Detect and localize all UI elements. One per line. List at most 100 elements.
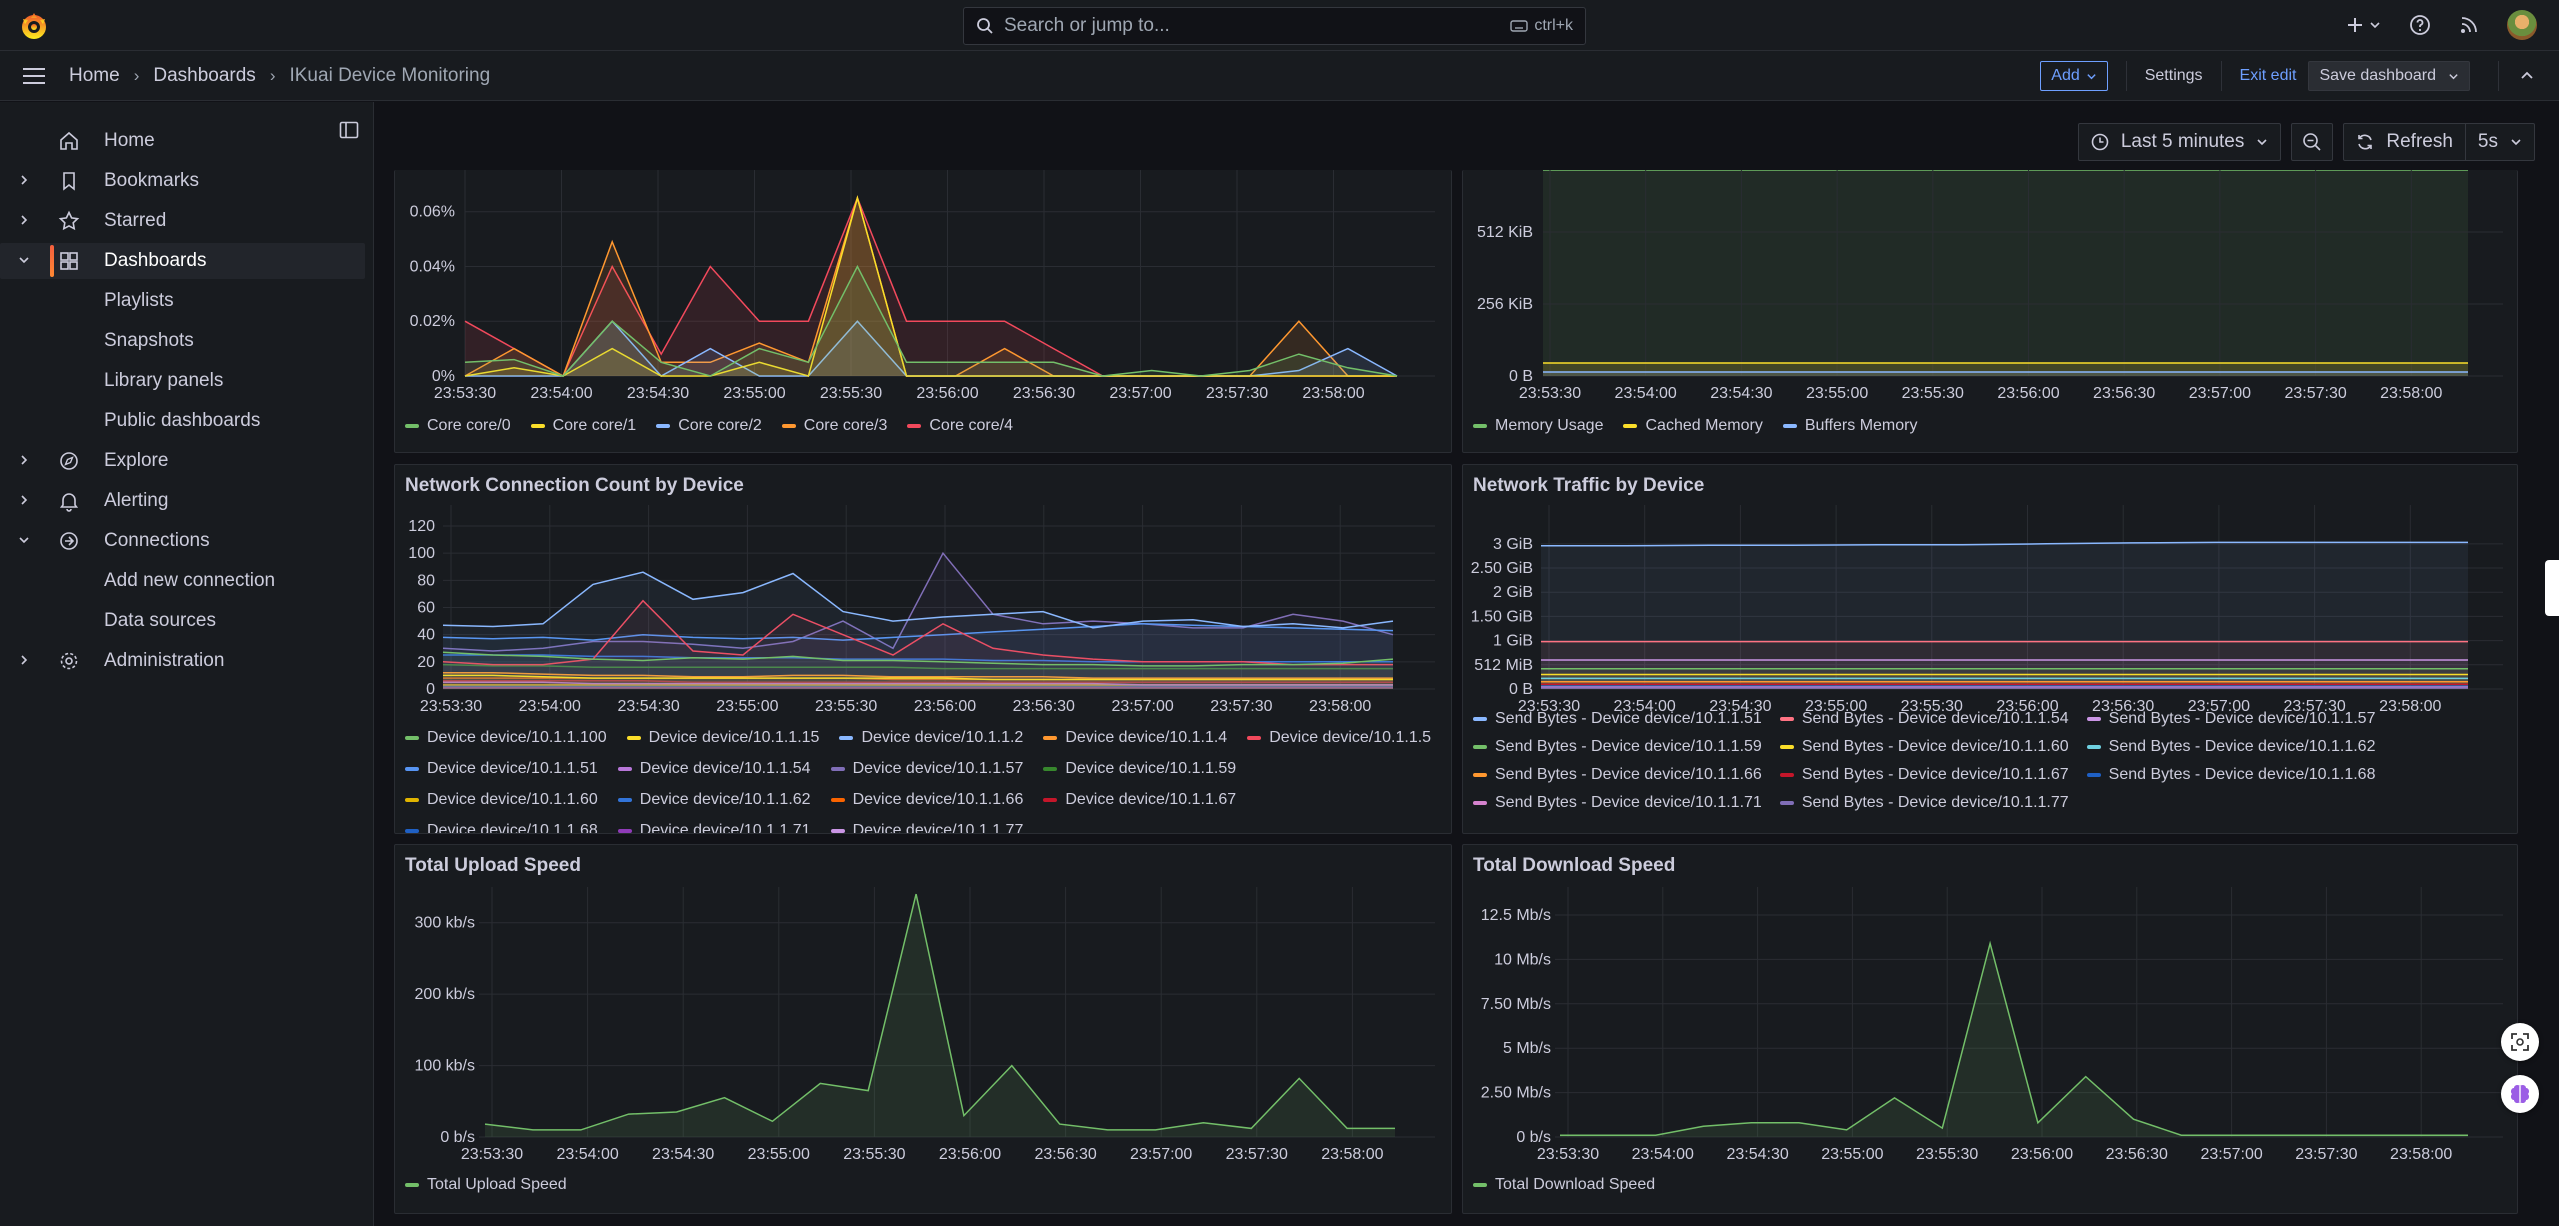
sidebar-item-home[interactable]: Home — [0, 123, 365, 159]
search-input[interactable]: Search or jump to... ctrl+k — [963, 7, 1586, 45]
chevron-down-icon[interactable] — [17, 533, 31, 547]
breadcrumb-separator-icon: › — [269, 66, 276, 85]
legend-item[interactable]: Device device/10.1.1.60 — [405, 791, 598, 809]
exit-edit-button[interactable]: Exit edit — [2239, 67, 2297, 84]
panel-memory[interactable]: 0 B 256 KiB 512 KiB 23:53:30 23:54:00 23:54:3… — [1462, 170, 2518, 453]
series-line — [464, 264, 1398, 377]
legend-item[interactable]: Device device/10.1.1.59 — [1043, 760, 1236, 778]
grafana-logo-icon[interactable] — [18, 10, 50, 42]
breadcrumb-dashboards[interactable]: Dashboards — [153, 65, 256, 86]
legend-item[interactable]: Send Bytes - Device device/10.1.1.60 — [1779, 738, 2069, 756]
sidebar-item-add-new-connection[interactable]: Add new connection — [0, 563, 365, 599]
legend-item[interactable]: Device device/10.1.1.66 — [830, 791, 1023, 809]
chevron-right-icon[interactable] — [17, 173, 31, 187]
breadcrumb-home[interactable]: Home — [69, 65, 120, 86]
assistant-button[interactable] — [2501, 1075, 2539, 1113]
chevron-right-icon[interactable] — [17, 653, 31, 667]
new-menu-button[interactable] — [2345, 15, 2381, 35]
sidebar-item-library-panels[interactable]: Library panels — [0, 363, 365, 399]
save-dashboard-button[interactable]: Save dashboard — [2308, 61, 2470, 91]
rss-icon[interactable] — [2459, 15, 2479, 35]
legend-item[interactable]: Send Bytes - Device device/10.1.1.67 — [1779, 766, 2069, 784]
x-tick-label: 23:55:00 — [1805, 698, 1867, 715]
legend-item[interactable]: Core core/1 — [530, 417, 636, 435]
legend-item[interactable]: Device device/10.1.1.77 — [830, 822, 1023, 833]
screenshot-tool-button[interactable] — [2501, 1023, 2539, 1061]
settings-button[interactable]: Settings — [2144, 67, 2203, 84]
chevron-up-icon[interactable] — [2519, 68, 2535, 84]
sidebar-item-administration[interactable]: Administration — [0, 643, 365, 679]
sidebar-item-data-sources[interactable]: Data sources — [0, 603, 365, 639]
legend-item[interactable]: Total Download Speed — [1473, 1176, 1655, 1194]
y-tick-label: 512 MiB — [1474, 657, 1533, 674]
legend-item[interactable]: Send Bytes - Device device/10.1.1.54 — [1779, 710, 2069, 728]
help-icon[interactable] — [2409, 14, 2431, 36]
legend-item[interactable]: Buffers Memory — [1782, 417, 1917, 435]
chevron-right-icon[interactable] — [17, 453, 31, 467]
side-drawer-handle[interactable] — [2545, 560, 2559, 616]
chevron-down-icon[interactable] — [17, 253, 31, 267]
legend-item[interactable]: Send Bytes - Device device/10.1.1.66 — [1473, 766, 1762, 784]
legend-item[interactable]: Core core/3 — [781, 417, 887, 435]
sidebar-item-public-dashboards[interactable]: Public dashboards — [0, 403, 365, 439]
legend-item[interactable]: Send Bytes - Device device/10.1.1.51 — [1473, 710, 1762, 728]
add-button[interactable]: Add — [2040, 61, 2108, 91]
dock-menu-icon[interactable] — [339, 120, 359, 140]
panel-connections[interactable]: Network Connection Count by Device 0 20 40… — [394, 464, 1452, 834]
legend-item[interactable]: Total Upload Speed — [405, 1176, 567, 1194]
legend-item[interactable]: Device device/10.1.1.2 — [839, 729, 1023, 747]
legend-item[interactable]: Send Bytes - Device device/10.1.1.71 — [1473, 794, 1762, 812]
chevron-down-icon[interactable] — [2448, 71, 2459, 82]
menu-icon[interactable] — [22, 67, 46, 85]
legend-item[interactable]: Device device/10.1.1.68 — [405, 822, 598, 833]
chevron-right-icon[interactable] — [17, 213, 31, 227]
legend-item[interactable]: Device device/10.1.1.4 — [1043, 729, 1227, 747]
time-range-picker[interactable]: Last 5 minutes — [2077, 123, 2282, 161]
legend-item[interactable]: Device device/10.1.1.62 — [617, 791, 811, 809]
sidebar-item-bookmarks[interactable]: Bookmarks — [0, 163, 365, 199]
legend-item[interactable]: Send Bytes - Device device/10.1.1.62 — [2086, 738, 2375, 756]
legend-item[interactable]: Core core/0 — [405, 417, 511, 435]
zoom-out-button[interactable] — [2291, 123, 2334, 161]
panel-traffic[interactable]: Network Traffic by Device 0 B 512 MiB 1 Gi… — [1462, 464, 2518, 834]
legend-item[interactable]: Cached Memory — [1623, 417, 1763, 435]
y-tick-label: 0.02% — [410, 313, 455, 330]
legend-item[interactable]: Device device/10.1.1.15 — [626, 729, 819, 747]
sidebar-item-connections[interactable]: Connections — [0, 523, 365, 559]
legend-item[interactable]: Device device/10.1.1.5 — [1247, 729, 1431, 747]
refresh-button[interactable]: Refresh — [2343, 123, 2466, 161]
refresh-interval-label: 5s — [2477, 131, 2498, 152]
legend-swatch — [830, 829, 845, 833]
panel-cpu[interactable]: 0% 0.02% 0.04% 0.06% 23:53:30 23:54:00 23:54:3… — [394, 170, 1452, 453]
x-tick-label: 23:56:30 — [1034, 1146, 1096, 1163]
panel-download[interactable]: Total Download Speed 0 b/s 2.50 Mb/s 5 Mb/… — [1462, 844, 2518, 1214]
legend-swatch — [1043, 767, 1058, 771]
refresh-interval-picker[interactable]: 5s — [2465, 123, 2535, 161]
sidebar-item-alerting[interactable]: Alerting — [0, 483, 365, 519]
legend-item[interactable]: Device device/10.1.1.67 — [1043, 791, 1236, 809]
legend-item[interactable]: Memory Usage — [1473, 417, 1603, 435]
legend-item[interactable]: Core core/4 — [907, 417, 1013, 435]
sidebar-item-starred[interactable]: Starred — [0, 203, 365, 239]
sidebar-item-playlists[interactable]: Playlists — [0, 283, 365, 319]
legend-item[interactable]: Device device/10.1.1.100 — [405, 729, 607, 747]
legend-item[interactable]: Core core/2 — [656, 417, 762, 435]
user-avatar[interactable] — [2507, 10, 2537, 40]
legend-item[interactable]: Device device/10.1.1.71 — [617, 822, 811, 833]
chevron-right-icon[interactable] — [17, 493, 31, 507]
sidebar-item-explore[interactable]: Explore — [0, 443, 365, 479]
sidebar-item-snapshots[interactable]: Snapshots — [0, 323, 365, 359]
y-tick-label: 40 — [417, 627, 435, 644]
legend-item[interactable]: Device device/10.1.1.51 — [405, 760, 598, 778]
axes: 0 b/s 100 kb/s 200 kb/s 300 kb/s 23:53:30 23:… — [415, 887, 1435, 1163]
legend-item[interactable]: Send Bytes - Device device/10.1.1.77 — [1779, 794, 2069, 812]
legend-item[interactable]: Device device/10.1.1.57 — [830, 760, 1023, 778]
legend-item[interactable]: Send Bytes - Device device/10.1.1.59 — [1473, 738, 1762, 756]
legend-item[interactable]: Send Bytes - Device device/10.1.1.57 — [2086, 710, 2375, 728]
panel-upload[interactable]: Total Upload Speed 0 b/s 100 kb/s 200 kb/s… — [394, 844, 1452, 1214]
x-tick-label: 23:58:00 — [1321, 1146, 1383, 1163]
topbar-actions — [2345, 10, 2537, 40]
legend-item[interactable]: Device device/10.1.1.54 — [617, 760, 811, 778]
legend-item[interactable]: Send Bytes - Device device/10.1.1.68 — [2086, 766, 2375, 784]
sidebar-item-dashboards[interactable]: Dashboards — [0, 243, 365, 279]
